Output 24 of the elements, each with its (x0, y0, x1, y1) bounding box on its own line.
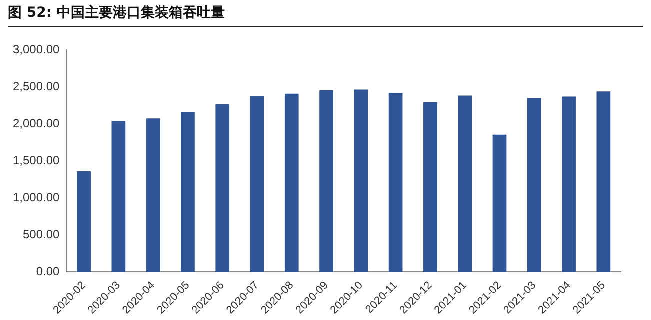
bar (562, 96, 576, 272)
bar (146, 118, 160, 272)
y-tick-label: 1,000.00 (12, 190, 60, 204)
bar (596, 92, 611, 272)
bar (77, 172, 91, 272)
bar (216, 104, 230, 272)
chart-title: 图 52: 中国主要港口集装箱吞吐量 (8, 4, 643, 27)
bar (492, 134, 507, 272)
bar (250, 96, 264, 272)
y-tick-label: 2,500.00 (12, 80, 60, 94)
y-tick-label: 3,000.00 (12, 42, 60, 57)
bar (388, 93, 403, 272)
bar (112, 121, 126, 272)
bar (284, 94, 299, 272)
bar (320, 90, 334, 272)
y-tick-label: 2,000.00 (12, 116, 60, 130)
bar (458, 96, 472, 272)
y-tick-label: 500.00 (23, 227, 60, 242)
y-tick-label: 0.00 (36, 264, 60, 278)
bar (527, 98, 542, 272)
bar (424, 102, 438, 272)
bar (354, 90, 368, 272)
y-tick-label: 1,500.00 (12, 153, 60, 168)
bar (181, 112, 195, 272)
